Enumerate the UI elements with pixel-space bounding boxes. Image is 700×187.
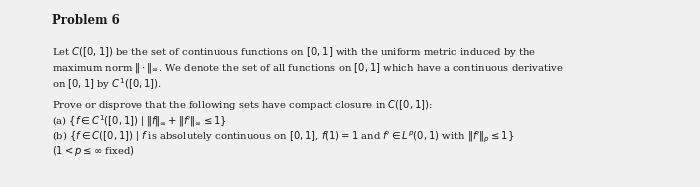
Text: (b) $\{f \in C([0, 1])\mid f$ is absolutely continuous on $[0, 1]$, $f(1) = 1$ a: (b) $\{f \in C([0, 1])\mid f$ is absolut… xyxy=(52,129,514,143)
Text: Prove or disprove that the following sets have compact closure in $C([0, 1])$:: Prove or disprove that the following set… xyxy=(52,98,433,112)
Text: Let $C([0, 1])$ be the set of continuous functions on $[0, 1]$ with the uniform : Let $C([0, 1])$ be the set of continuous… xyxy=(52,45,536,59)
Text: Problem 6: Problem 6 xyxy=(52,14,120,27)
Text: (a) $\{f \in C^1([0, 1])\mid \|f\|_\infty + \|f'\|_\infty \leq 1\}$: (a) $\{f \in C^1([0, 1])\mid \|f\|_\inft… xyxy=(52,113,227,129)
Text: maximum norm $\|\cdot\|_\infty$. We denote the set of all functions on $[0, 1]$ : maximum norm $\|\cdot\|_\infty$. We deno… xyxy=(52,61,564,74)
Text: $(1 < p \leq \infty$ fixed$)$: $(1 < p \leq \infty$ fixed$)$ xyxy=(52,144,134,158)
Text: on $[0, 1]$ by $C^1([0, 1])$.: on $[0, 1]$ by $C^1([0, 1])$. xyxy=(52,76,162,92)
